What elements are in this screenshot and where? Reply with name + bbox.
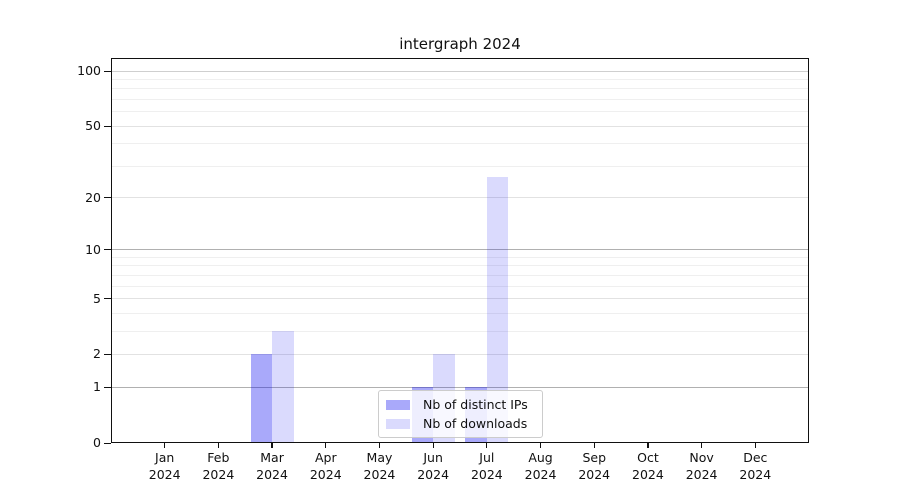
y-tick-2 (104, 353, 111, 356)
x-axis-label-may-2024: May 2024 (347, 449, 411, 483)
y-axis-label-20: 20 (85, 189, 101, 205)
y-axis-label-50: 50 (85, 118, 101, 134)
chart-title: intergraph 2024 (399, 35, 521, 53)
x-tick-nov-2024 (701, 443, 703, 448)
x-label-month: Feb (207, 450, 230, 465)
x-axis-label-apr-2024: Apr 2024 (294, 449, 358, 483)
x-label-year: 2024 (524, 467, 557, 482)
x-label-year: 2024 (309, 467, 342, 482)
x-label-year: 2024 (256, 467, 288, 482)
gridline-2 (111, 353, 809, 355)
x-tick-mar-2024 (271, 443, 273, 448)
x-label-year: 2024 (470, 467, 503, 482)
x-label-year: 2024 (363, 467, 396, 482)
y-tick-50 (104, 125, 111, 127)
gridline-4 (111, 312, 809, 314)
gridline-40 (111, 143, 809, 145)
gridline-9 (111, 256, 809, 258)
gridline-8 (111, 265, 809, 267)
y-tick-1 (104, 386, 111, 388)
x-label-month: Oct (637, 450, 659, 465)
x-tick-jan-2024 (164, 443, 166, 448)
bar-nb-of-distinct-ips-mar-2024 (250, 354, 273, 443)
gridline-6 (111, 285, 809, 287)
y-axis-label-1: 1 (93, 379, 101, 395)
y-tick-20 (104, 197, 111, 199)
gridline-60 (111, 111, 809, 113)
gridline-1 (111, 386, 809, 388)
y-axis-label-5: 5 (93, 290, 101, 306)
x-tick-sep-2024 (593, 443, 595, 448)
x-label-month: Aug (528, 450, 553, 465)
y-tick-0 (104, 442, 111, 444)
gridline-50 (111, 125, 809, 127)
gridline-10 (111, 249, 809, 251)
x-tick-may-2024 (378, 443, 381, 448)
x-axis-label-jan-2024: Jan 2024 (133, 449, 197, 483)
bar-nb-of-downloads-mar-2024 (272, 331, 294, 443)
legend-entry-nb-of-downloads: Nb of downloads (386, 416, 536, 431)
legend-label-nb-of-downloads: Nb of downloads (423, 416, 528, 431)
x-axis-label-feb-2024: Feb 2024 (186, 449, 250, 483)
x-label-month: Mar (260, 450, 284, 465)
gridline-5 (111, 298, 809, 300)
gridline-70 (111, 98, 809, 100)
plot-area: 0 1 2 5 10 20 50 100 Jan 2024 Feb 2024 Mar 2024 Apr 202… (77, 58, 809, 482)
x-axis-label-aug-2024: Aug 2024 (509, 449, 573, 483)
x-tick-jun-2024 (432, 443, 434, 448)
gridline-80 (111, 88, 809, 90)
x-label-month: Sep (582, 450, 606, 465)
x-tick-dec-2024 (754, 443, 756, 448)
x-label-month: Jun (423, 450, 443, 465)
x-label-year: 2024 (417, 467, 450, 482)
x-axis-label-oct-2024: Oct 2024 (616, 449, 680, 483)
x-label-month: Apr (314, 450, 337, 465)
x-label-year: 2024 (578, 467, 611, 482)
legend-label-nb-of-distinct-ips: Nb of distinct IPs (423, 397, 528, 412)
x-axis-label-dec-2024: Dec 2024 (723, 449, 787, 483)
x-label-month: Nov (689, 450, 714, 465)
x-axis-label-mar-2024: Mar 2024 (240, 449, 304, 483)
gridline-100 (111, 70, 809, 72)
x-label-year: 2024 (739, 467, 772, 482)
x-axis-label-sep-2024: Sep 2024 (562, 449, 626, 483)
y-tick-10 (104, 249, 111, 251)
legend-swatch-nb-of-distinct-ips (386, 399, 410, 410)
bar-nb-of-downloads-jul-2024 (486, 177, 509, 443)
gridline-20 (111, 197, 809, 199)
legend-entry-nb-of-distinct-ips: Nb of distinct IPs (386, 397, 536, 412)
gridline-7 (111, 274, 809, 276)
y-axis-label-100: 100 (77, 63, 101, 78)
x-axis-label-jul-2024: Jul 2024 (455, 449, 519, 483)
x-tick-feb-2024 (217, 443, 219, 448)
y-tick-100 (104, 70, 111, 72)
x-tick-aug-2024 (539, 443, 542, 448)
legend: Nb of distinct IPs Nb of downloads (378, 390, 543, 438)
x-label-month: Jul (479, 450, 495, 465)
y-axis-label-2: 2 (93, 346, 101, 362)
x-label-year: 2024 (148, 467, 181, 482)
x-label-year: 2024 (632, 467, 664, 482)
x-label-year: 2024 (202, 467, 235, 482)
gridline-3 (111, 330, 809, 332)
x-tick-oct-2024 (647, 443, 649, 448)
x-axis-label-jun-2024: Jun 2024 (401, 449, 465, 483)
x-label-month: May (366, 450, 393, 465)
y-axis-label-10: 10 (85, 241, 101, 257)
gridline-30 (111, 165, 809, 167)
x-label-year: 2024 (685, 467, 718, 482)
y-tick-5 (104, 298, 111, 300)
gridline-90 (111, 78, 809, 80)
x-tick-apr-2024 (325, 443, 327, 448)
legend-swatch-nb-of-downloads (386, 418, 410, 429)
x-label-month: Jan (155, 450, 175, 465)
x-tick-jul-2024 (486, 443, 488, 448)
y-axis-label-0: 0 (93, 435, 101, 450)
x-label-month: Dec (743, 450, 768, 465)
x-axis-label-nov-2024: Nov 2024 (670, 449, 734, 483)
